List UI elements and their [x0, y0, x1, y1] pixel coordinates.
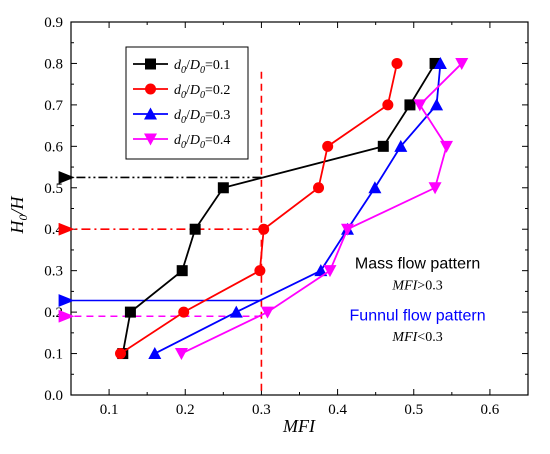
x-ticks: 0.1 0.2 0.3 0.4 0.5 0.6: [100, 22, 500, 418]
legend-label: d0/D0=0.3: [174, 108, 230, 126]
y-ticks: 0.0 0.1 0.2 0.3 0.4 0.5 0.6 0.7 0.8 0.9: [44, 15, 528, 404]
data-point: [124, 306, 136, 318]
data-point: [455, 57, 469, 70]
data-point: [413, 99, 427, 112]
data-point: [258, 223, 270, 235]
data-point: [313, 182, 325, 194]
legend-swatch-marker: [145, 83, 156, 95]
annotation-1: MFI>0.3: [391, 278, 442, 293]
data-point: [440, 140, 454, 153]
x-tick-label: 0.4: [328, 402, 347, 418]
series-0.1: [117, 57, 441, 360]
y-axis-label: H0/H: [7, 195, 30, 234]
data-point: [174, 348, 188, 361]
y-tick-label: 0.3: [44, 264, 63, 280]
data-point: [391, 57, 403, 69]
data-point: [115, 348, 127, 360]
annotation-2: Funnul flow pattern: [350, 307, 486, 324]
x-tick-label: 0.6: [481, 402, 500, 418]
x-axis-label: MFI: [282, 416, 316, 436]
legend-item: d0/D0=0.1: [133, 58, 230, 76]
legend-item: d0/D0=0.3: [133, 107, 230, 126]
data-point: [178, 306, 190, 318]
y-tick-label: 0.4: [44, 222, 63, 238]
data-point: [433, 56, 447, 69]
series-line: [181, 62, 463, 355]
legend-label: d0/D0=0.2: [174, 83, 230, 101]
y-tick-label: 0.9: [44, 15, 63, 31]
legend-swatch-marker: [145, 58, 156, 70]
data-point: [368, 181, 382, 194]
series-line: [121, 62, 436, 354]
data-point: [394, 139, 408, 152]
data-point: [229, 305, 243, 318]
series-layer: [115, 56, 469, 361]
data-point: [430, 98, 444, 111]
annotation-0: Mass flow pattern: [355, 256, 480, 273]
data-point: [261, 306, 275, 319]
annotation-3: MFI<0.3: [391, 330, 442, 345]
data-point: [322, 140, 334, 152]
data-point: [340, 223, 354, 236]
data-point: [176, 265, 188, 277]
legend-swatch-marker: [144, 133, 157, 146]
legend: d0/D0=0.1 d0/D0=0.2 d0/D0=0.3 d0/D0=0.4: [125, 46, 249, 160]
data-point: [404, 99, 416, 111]
legend-label: d0/D0=0.1: [174, 58, 230, 76]
y-tick-label: 0.6: [44, 139, 63, 155]
legend-item: d0/D0=0.2: [133, 83, 230, 101]
series-0.4: [174, 57, 469, 361]
data-point: [217, 182, 229, 194]
data-point: [254, 265, 266, 277]
data-point: [382, 99, 394, 111]
y-tick-label: 0.1: [44, 347, 63, 363]
legend-item: d0/D0=0.4: [133, 133, 230, 151]
annotations: Mass flow pattern MFI>0.3 Funnul flow patt…: [350, 256, 486, 346]
data-point: [189, 223, 201, 235]
y-tick-label: 0.5: [44, 181, 63, 197]
legend-swatch-marker: [144, 107, 157, 120]
x-tick-label: 0.2: [176, 402, 195, 418]
series-line: [120, 63, 398, 355]
y-tick-label: 0.7: [44, 98, 63, 114]
data-point: [428, 182, 442, 195]
series-line: [154, 63, 442, 355]
series-0.3: [148, 56, 447, 360]
series-0.2: [115, 57, 403, 360]
legend-label: d0/D0=0.4: [174, 133, 230, 151]
x-tick-label: 0.1: [100, 402, 119, 418]
y-tick-label: 0.2: [44, 305, 63, 321]
data-point: [429, 57, 441, 69]
y-tick-label: 0.8: [44, 56, 63, 72]
data-point: [323, 265, 337, 278]
data-point: [148, 347, 162, 360]
x-tick-label: 0.5: [404, 402, 423, 418]
y-tick-label: 0.0: [44, 388, 63, 404]
data-point: [377, 140, 389, 152]
data-point: [314, 264, 328, 277]
x-tick-label: 0.3: [252, 402, 271, 418]
